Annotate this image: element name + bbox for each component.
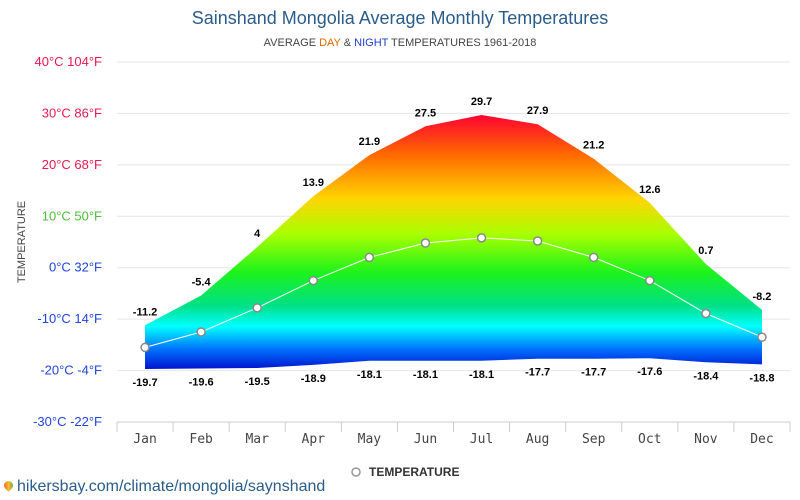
temperature-point[interactable] — [645, 275, 655, 286]
temperature-point[interactable] — [532, 236, 543, 246]
low-value-label: -19.7 — [133, 377, 158, 389]
night-temperature-line — [144, 237, 763, 348]
low-value-label: -19.5 — [245, 376, 270, 388]
x-tick-label: Apr — [302, 432, 326, 447]
legend[interactable]: TEMPERATURE — [351, 465, 459, 479]
day-value-label: 21.9 — [359, 136, 380, 148]
low-value-label: -18.4 — [693, 370, 719, 382]
day-value-label: 13.9 — [303, 177, 324, 189]
subtitle-suffix: TEMPERATURES 1961-2018 — [388, 37, 536, 49]
y-tick-label: -20°C -4°F — [40, 363, 102, 378]
day-value-label: 27.9 — [527, 105, 548, 117]
y-tick-label: -10°C 14°F — [37, 311, 102, 326]
low-value-label: -17.7 — [525, 367, 550, 379]
y-tick-label: 0°C 32°F — [49, 260, 102, 275]
day-value-label: -8.2 — [752, 291, 771, 303]
area-layer — [145, 115, 762, 369]
x-tick-label: Mar — [245, 432, 269, 447]
temperature-point[interactable] — [196, 327, 206, 337]
temperature-point[interactable] — [308, 275, 319, 286]
y-tick-label: 10°C 50°F — [42, 208, 102, 223]
x-tick-label: Sep — [582, 432, 606, 447]
chart-title: Sainshand Mongolia Average Monthly Tempe… — [192, 8, 609, 28]
temperature-range-area — [145, 115, 762, 369]
x-tick-label: Jul — [470, 432, 493, 447]
x-tick-label: Jan — [133, 432, 156, 447]
low-value-label: -19.6 — [189, 377, 214, 389]
day-value-label: 21.2 — [583, 140, 604, 152]
temperature-point[interactable] — [420, 238, 431, 248]
y-tick-label: 40°C 104°F — [35, 54, 103, 69]
low-value-label: -18.9 — [301, 373, 326, 385]
legend-marker-icon — [351, 467, 361, 477]
location-pin-icon — [2, 479, 15, 492]
temperature-point[interactable] — [701, 308, 711, 319]
day-value-label: 27.5 — [415, 107, 436, 119]
x-tick-label: Jun — [414, 432, 437, 447]
low-value-label: -18.1 — [413, 369, 438, 381]
day-value-label: 0.7 — [698, 245, 713, 257]
x-tick-label: Dec — [750, 432, 773, 447]
axis-label-layer: 40°C 104°F 30°C 86°F 20°C 68°F 10°C 50°F 0°C… — [33, 54, 774, 447]
source-link[interactable]: hikersbay.com/climate/mongolia/saynshand — [2, 478, 325, 496]
low-value-label: -18.8 — [749, 372, 774, 384]
low-value-label: -17.6 — [637, 366, 662, 378]
y-axis-label: TEMPERATURE — [16, 201, 28, 283]
x-tick-label: Feb — [189, 432, 213, 447]
y-tick-label: 20°C 68°F — [42, 157, 102, 172]
temperature-point[interactable] — [476, 233, 487, 243]
x-tick-label: May — [358, 432, 382, 447]
subtitle-night: NIGHT — [354, 37, 389, 49]
data-label-layer: -11.2 -5.4 4 13.9 21.9 27.5 29.7 27.9 21.2 12.6 0.… — [133, 96, 775, 389]
day-value-label: -11.2 — [133, 306, 157, 318]
temperature-point[interactable] — [252, 303, 262, 313]
low-value-label: -17.7 — [581, 367, 606, 379]
temperature-point[interactable] — [588, 252, 599, 263]
subtitle-day: DAY — [319, 37, 341, 49]
night-line-layer — [140, 233, 767, 353]
day-value-label: 12.6 — [639, 184, 660, 196]
x-tick-label: Aug — [526, 432, 549, 447]
day-value-label: -5.4 — [192, 276, 212, 288]
subtitle-prefix: AVERAGE — [264, 37, 319, 49]
x-tick-label: Oct — [638, 432, 661, 447]
low-value-label: -18.1 — [469, 369, 494, 381]
y-tick-label: -30°C -22°F — [33, 414, 102, 429]
temperature-point[interactable] — [757, 332, 767, 342]
y-tick-label: 30°C 86°F — [42, 105, 102, 120]
chart-subtitle: AVERAGE DAY & NIGHT TEMPERATURES 1961-20… — [264, 37, 537, 49]
day-value-label: 29.7 — [471, 96, 492, 108]
temperature-point[interactable] — [140, 342, 150, 353]
temperature-point[interactable] — [364, 252, 375, 263]
subtitle-amp: & — [341, 37, 354, 49]
legend-label[interactable]: TEMPERATURE — [369, 465, 459, 479]
low-value-label: -18.1 — [357, 369, 382, 381]
x-tick-label: Nov — [694, 432, 718, 447]
source-link-text[interactable]: hikersbay.com/climate/mongolia/saynshand — [17, 478, 326, 495]
day-value-label: 4 — [254, 228, 261, 240]
